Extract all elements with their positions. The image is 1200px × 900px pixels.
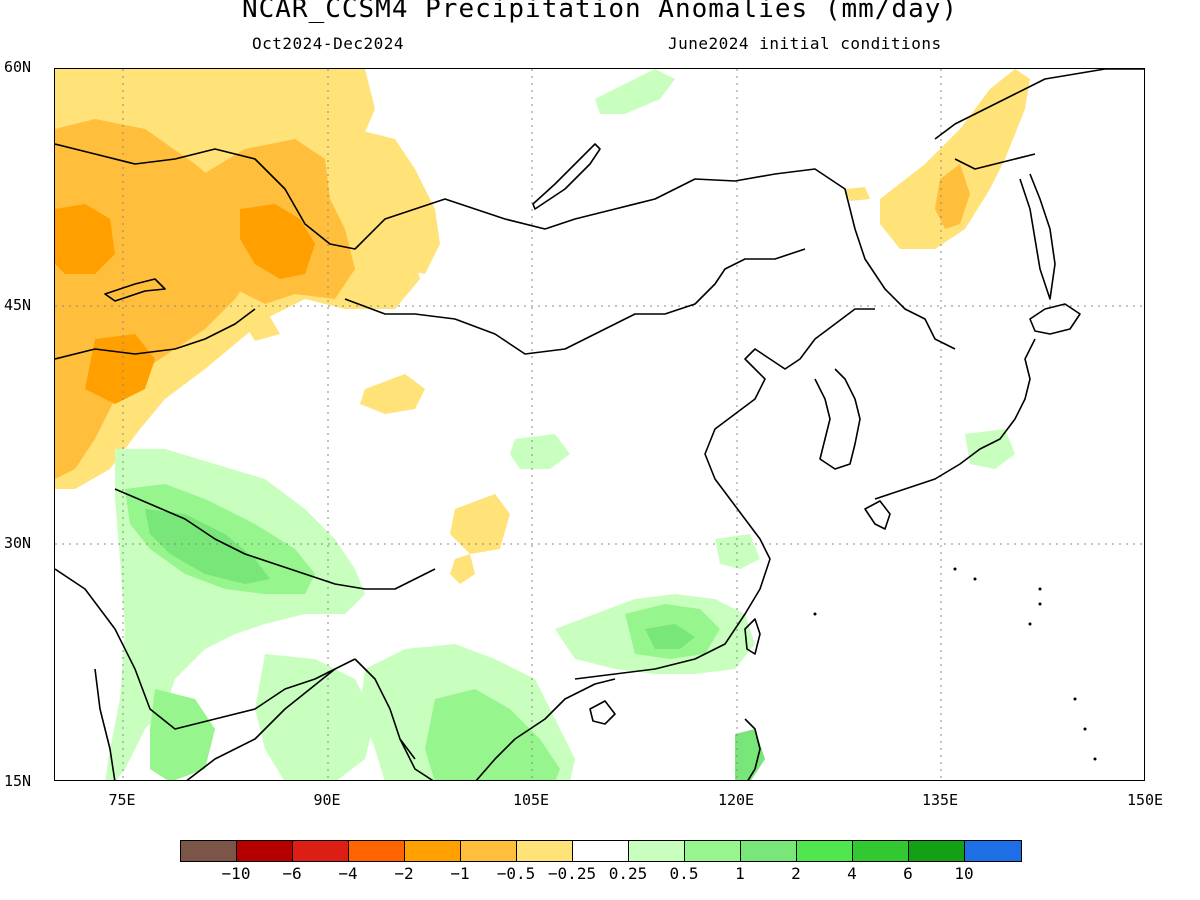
coast-india-west (94, 668, 116, 780)
legend-swatch (909, 841, 965, 861)
anomaly-qinghai-dry (450, 494, 510, 554)
map-panel (54, 68, 1145, 781)
coast-korea (814, 368, 861, 470)
coast-okhotsk (934, 69, 1144, 140)
border-mongolia-china (344, 248, 806, 355)
border-india (55, 568, 336, 730)
legend-label: 4 (847, 864, 857, 883)
anomaly-gobi-dry (360, 374, 425, 414)
coast-luzon (744, 718, 761, 780)
anomaly-yangtze-wet (715, 534, 760, 569)
anomaly-dzungaria-dry (243, 317, 280, 341)
legend-swatch (349, 841, 405, 861)
border-tibet-south (114, 488, 436, 590)
legend-swatch (405, 841, 461, 861)
lon-tick-105e: 105E (512, 791, 550, 809)
map-title: NCAR_CCSM4 Precipitation Anomalies (mm/d… (241, 0, 959, 24)
legend-label: 10 (954, 864, 974, 883)
coast-kamchatka-north (954, 153, 1036, 170)
legend-swatch (629, 841, 685, 861)
lon-tick-135e: 135E (921, 791, 959, 809)
coast-bengal (354, 658, 416, 760)
legend-swatch (965, 841, 1021, 861)
anomaly-indochina-wet (425, 689, 560, 780)
anomaly-south-china-core (645, 624, 695, 649)
legend-label: 0.5 (669, 864, 699, 883)
lat-tick-30n: 30N (4, 534, 32, 552)
legend-swatch (293, 841, 349, 861)
legend-label: −2 (394, 864, 414, 883)
legend-label: −4 (338, 864, 358, 883)
legend-label: 2 (791, 864, 801, 883)
lat-tick-45n: 45N (4, 296, 32, 314)
anomaly-tienshan-dry (85, 334, 155, 404)
map-canvas (55, 69, 1144, 780)
legend-swatch (797, 841, 853, 861)
anomaly-okhotsk-core (935, 164, 970, 229)
legend-swatch (517, 841, 573, 861)
legend-label: 0.25 (608, 864, 648, 883)
legend-label: −0.5 (496, 864, 536, 883)
coast-sakhalin (1019, 173, 1056, 300)
anomaly-kazakh-core (55, 204, 115, 274)
lon-tick-75e: 75E (108, 791, 136, 809)
anomaly-luzon-wet (735, 729, 765, 780)
anomaly-mongolia-dry (355, 129, 440, 274)
lon-tick-150e: 150E (1126, 791, 1164, 809)
coast-japan-kyushu (864, 500, 891, 530)
lat-tick-15n: 15N (4, 772, 32, 790)
border-kazakh (55, 308, 256, 360)
legend-label: −0.25 (547, 864, 597, 883)
anomaly-bengal-wet (255, 654, 375, 780)
legend-swatch (237, 841, 293, 861)
legend-label: 6 (903, 864, 913, 883)
anomaly-india-wet (150, 689, 215, 780)
anomaly-amur-dry (845, 187, 870, 201)
lon-tick-90e: 90E (313, 791, 341, 809)
legend-swatch (741, 841, 797, 861)
legend-swatch (685, 841, 741, 861)
coast-hokkaido (1029, 303, 1081, 335)
coast-indochina (399, 678, 616, 780)
anomaly-siberia-wet (595, 69, 675, 114)
anomaly-altai-core (240, 204, 315, 279)
coast-india-east (186, 658, 356, 780)
anomaly-japan-wet (965, 429, 1015, 469)
coast-taiwan (744, 618, 761, 655)
anomaly-sichuan-dry (450, 554, 475, 584)
anomaly-himalaya-core (145, 509, 270, 584)
border-russia-china (55, 143, 956, 350)
legend-swatch (181, 841, 237, 861)
color-legend (180, 840, 1022, 862)
island-dots (813, 567, 1097, 761)
legend-label: −1 (450, 864, 470, 883)
lake-balkhash (104, 278, 166, 302)
lake-baikal (532, 143, 601, 210)
legend-swatch (573, 841, 629, 861)
initial-conditions: June2024 initial conditions (668, 34, 942, 53)
legend-label: 1 (735, 864, 745, 883)
coastlines (55, 69, 1144, 780)
lon-tick-120e: 120E (717, 791, 755, 809)
lat-tick-60n: 60N (4, 58, 32, 76)
anomaly-loess-wet (510, 434, 570, 469)
coast-japan-honshu (874, 338, 1036, 500)
coast-south-china (574, 308, 875, 680)
forecast-period: Oct2024-Dec2024 (252, 34, 404, 53)
legend-label: −6 (282, 864, 302, 883)
legend-swatch (853, 841, 909, 861)
coast-hainan (589, 700, 616, 725)
legend-swatch (461, 841, 517, 861)
legend-label: −10 (221, 864, 251, 883)
